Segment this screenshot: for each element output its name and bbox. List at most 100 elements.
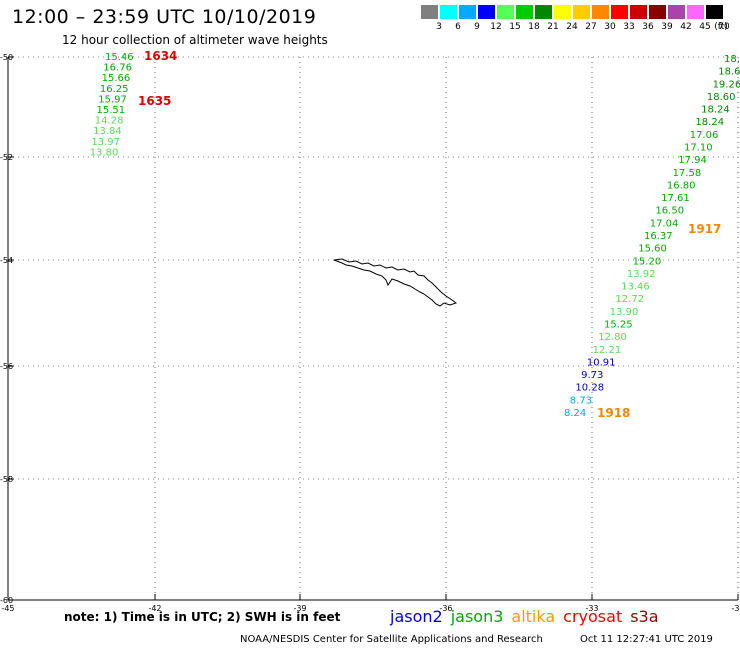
legend-label: 6 xyxy=(455,22,461,32)
wave-height-value: 17.04 xyxy=(650,218,679,229)
south-georgia-coastline xyxy=(333,258,458,307)
time-label: 1917 xyxy=(688,222,721,236)
wave-height-value: 18. xyxy=(724,54,740,65)
legend-label: 12 xyxy=(490,22,502,32)
legend-label: 15 xyxy=(509,22,521,32)
track-1917: 18.18.619.2618.6018.2418.2417.0617.1017.… xyxy=(564,54,740,420)
legend-label: 42 xyxy=(680,22,692,32)
legend-swatch xyxy=(668,5,685,19)
lat-label: -56 xyxy=(0,362,13,371)
satellite-altika: altika xyxy=(511,607,556,626)
wave-height-value: 17.06 xyxy=(690,130,719,141)
wave-height-value: 16.76 xyxy=(103,63,132,74)
wave-height-value: 18.24 xyxy=(695,117,724,128)
lon-label: -39 xyxy=(293,604,306,613)
wave-height-value: 17.58 xyxy=(673,168,702,179)
legend-label: 30 xyxy=(604,22,616,32)
color-legend: 3 6 9 12 15 18 21 24 27 30 33 36 39 42 45 70 (ft) xyxy=(421,5,730,35)
legend-swatch xyxy=(497,5,514,19)
wave-height-value: 15.51 xyxy=(97,105,126,116)
lon-label: -42 xyxy=(148,604,161,613)
lat-label: -60 xyxy=(0,596,13,605)
latitude-labels: -50 -52 -54 -56 -58 -60 xyxy=(0,53,738,605)
wave-height-value: 15.25 xyxy=(604,320,633,331)
units-note: note: 1) Time is in UTC; 2) SWH is in fe… xyxy=(64,610,341,624)
legend-swatch xyxy=(535,5,552,19)
lon-label: -36 xyxy=(439,604,452,613)
lat-label: -58 xyxy=(0,475,13,484)
wave-height-value: 12.72 xyxy=(615,294,644,305)
legend-swatch xyxy=(573,5,590,19)
wave-height-value: 13.80 xyxy=(90,147,119,158)
wave-height-value: 13.84 xyxy=(93,126,122,137)
wave-height-value: 15.66 xyxy=(102,73,131,84)
wave-height-value: 15.97 xyxy=(98,94,127,105)
wave-height-value: 12.80 xyxy=(598,332,627,343)
legend-label: 21 xyxy=(547,22,559,32)
time-label: 1634 xyxy=(144,49,177,63)
legend-swatch xyxy=(421,5,438,19)
wave-height-value: 16.50 xyxy=(655,206,684,217)
legend-label: 70 xyxy=(718,22,730,32)
time-label: 1918 xyxy=(597,406,630,420)
satellite-cryosat: cryosat xyxy=(563,607,623,626)
wave-height-value: 16.25 xyxy=(100,84,129,95)
time-label: 1635 xyxy=(138,94,171,108)
track-1634: 15.4616.7615.6616.2515.9715.5114.2813.84… xyxy=(90,49,178,158)
wave-height-value: 16.37 xyxy=(644,231,673,242)
wave-height-value: 18.60 xyxy=(707,92,736,103)
legend-label: 33 xyxy=(623,22,635,32)
wave-height-value: 13.90 xyxy=(610,307,639,318)
wave-height-value: 15.60 xyxy=(638,244,667,255)
wave-height-value: 17.61 xyxy=(661,193,690,204)
legend-label: 36 xyxy=(642,22,654,32)
legend-label: 24 xyxy=(566,22,578,32)
wave-height-value: 13.92 xyxy=(627,269,656,280)
satellite-jason2: jason2 xyxy=(390,607,443,626)
legend-swatch xyxy=(554,5,571,19)
legend-swatch xyxy=(706,5,723,19)
legend-swatch xyxy=(440,5,457,19)
legend-swatch xyxy=(592,5,609,19)
wave-height-value: 13.97 xyxy=(91,137,120,148)
lat-label: -54 xyxy=(0,256,13,265)
legend-swatch xyxy=(459,5,476,19)
longitude-labels: -45 -42 -39 -36 -33 -30 xyxy=(1,57,740,613)
page-subtitle: 12 hour collection of altimeter wave hei… xyxy=(62,33,328,47)
legend-label: 3 xyxy=(436,22,442,32)
lat-label: -52 xyxy=(0,153,13,162)
wave-height-value: 19.26 xyxy=(713,79,740,90)
wave-height-value: 18.24 xyxy=(701,105,730,116)
wave-height-value: 15.20 xyxy=(633,256,662,267)
page-title: 12:00 – 23:59 UTC 10/10/2019 xyxy=(12,6,317,28)
wave-height-value: 8.73 xyxy=(570,395,592,406)
satellite-s3a: s3a xyxy=(630,607,659,626)
wave-height-value: 17.94 xyxy=(678,155,707,166)
wave-height-value: 9.73 xyxy=(581,370,603,381)
wave-height-value: 10.28 xyxy=(575,383,604,394)
wave-height-value: 15.46 xyxy=(105,52,134,63)
legend-swatch xyxy=(630,5,647,19)
legend-label: 9 xyxy=(474,22,480,32)
lon-label: -30 xyxy=(731,604,740,613)
legend-swatch xyxy=(516,5,533,19)
lon-label: -45 xyxy=(1,604,14,613)
legend-label: 45 xyxy=(699,22,711,32)
legend-label: 18 xyxy=(528,22,540,32)
wave-height-value: 16.80 xyxy=(667,180,696,191)
wave-height-value: 10.91 xyxy=(587,357,616,368)
legend-swatch xyxy=(687,5,704,19)
satellite-jason3: jason3 xyxy=(450,607,504,626)
legend-label: 39 xyxy=(661,22,673,32)
wave-height-value: 13.46 xyxy=(621,282,650,293)
wave-height-value: 8.24 xyxy=(564,408,586,419)
wave-height-value: 12.21 xyxy=(593,345,622,356)
legend-swatch xyxy=(611,5,628,19)
wave-height-value: 14.28 xyxy=(95,116,124,127)
satellite-legend: jason2 jason3 altika cryosat s3a xyxy=(390,607,667,626)
generated-timestamp: Oct 11 12:27:41 UTC 2019 xyxy=(580,634,713,645)
legend-swatch xyxy=(478,5,495,19)
legend-swatch xyxy=(649,5,666,19)
lon-label: -33 xyxy=(585,604,598,613)
